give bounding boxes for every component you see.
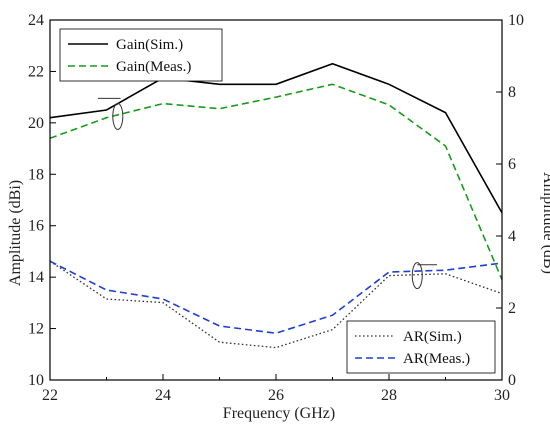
y-right-tick-label: 2 xyxy=(508,300,516,317)
y-axis-right-title: Amplitude (dB) xyxy=(540,172,550,274)
legend-box xyxy=(346,320,496,374)
legend-label: Gain(Sim.) xyxy=(116,37,183,53)
y-left-tick-label: 16 xyxy=(28,218,44,235)
y-left-tick-label: 22 xyxy=(28,63,44,80)
legend-label: AR(Meas.) xyxy=(403,351,470,367)
y-left-tick-label: 10 xyxy=(28,372,44,389)
series-line-gain-meas xyxy=(49,83,503,281)
y-right-tick-label: 6 xyxy=(508,156,516,173)
y-left-tick-label: 12 xyxy=(28,321,44,338)
y-right-tick-label: 8 xyxy=(508,84,516,101)
y-right-tick-label: 4 xyxy=(508,228,516,245)
x-tick-label: 30 xyxy=(494,387,510,404)
series-line-ar-sim xyxy=(49,260,503,349)
legend-label: Gain(Meas.) xyxy=(116,59,191,75)
x-tick-label: 26 xyxy=(268,387,284,404)
right-axis-indicator-ellipse xyxy=(411,262,423,290)
series-line-gain-sim xyxy=(49,62,503,214)
legend-box xyxy=(59,28,223,82)
y-axis-left-title: Amplitude (dBi) xyxy=(7,180,24,286)
y-right-tick-label: 0 xyxy=(508,372,516,389)
x-axis-title: Frequency (GHz) xyxy=(223,405,335,422)
y-left-tick-label: 24 xyxy=(28,12,44,29)
y-left-tick-label: 18 xyxy=(28,166,44,183)
y-left-tick-label: 14 xyxy=(28,269,44,286)
series-line-ar-meas xyxy=(49,260,503,335)
x-tick-label: 22 xyxy=(42,387,58,404)
legend-label: AR(Sim.) xyxy=(403,329,462,345)
y-left-tick-label: 20 xyxy=(28,115,44,132)
x-tick-label: 24 xyxy=(155,387,171,404)
x-tick-label: 28 xyxy=(381,387,397,404)
y-right-tick-label: 10 xyxy=(508,12,524,29)
left-axis-indicator-ellipse xyxy=(112,102,124,130)
